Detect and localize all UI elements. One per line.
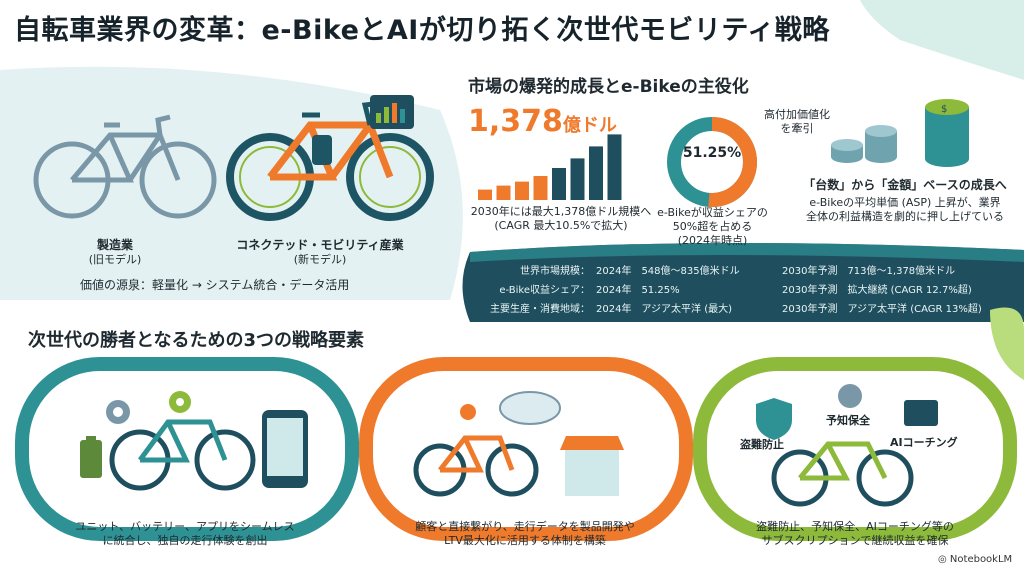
row-label: e-Bike収益シェア： [499,284,590,296]
growth-bar [607,134,622,200]
row-2030: 2030年予測 713億〜1,378億米ドル [782,265,956,277]
bar-caption: 2030年には最大1,378億ドル規模へ (CAGR 最大10.5%で拡大) [466,205,656,233]
asp-caption-line-1: e-Bikeの平均単価 (ASP) 上昇が、業界 [809,196,1001,209]
bike-illustrations [33,95,434,221]
strategy-caption-2: 顧客と直接繋がり、走行データを製品開発や LTV最大化に活用する体制を構築 [380,520,670,548]
ebike-icon [771,441,914,507]
phone-icon [262,410,308,488]
asp-caption: e-Bikeの平均単価 (ASP) 上昇が、業界 全体の利益構造を劇的に押し上げ… [790,196,1020,224]
new-model-label: コネクテッド・モビリティ産業 [236,238,404,252]
growth-bar [515,181,529,200]
growth-bar [496,185,511,200]
growth-bar [589,146,603,200]
store-icon [560,436,624,496]
row-label: 主要生産・消費地域： [490,303,590,315]
gear-icon [106,400,130,424]
row-2024: 2024年 アジア太平洋 (最大) [596,303,733,315]
label-maintenance: 予知保全 [826,414,870,427]
label-coaching: AIコーチング [890,436,958,449]
strategy-frame-1 [15,357,359,541]
old-bike-icon [33,114,217,219]
donut-caption-line-1: e-Bikeが収益シェアの [657,206,768,219]
table-row: 世界市場規模： 2024年 548億〜835億米ドル 2030年予測 713億〜… [478,260,1018,278]
row-2030: 2030年予測 拡大継続 (CAGR 12.7%超) [782,284,972,296]
brain-icon [838,384,862,408]
row-label: 世界市場規模： [520,265,590,277]
strategy-caption-3: 盗難防止、予知保全、AIコーチング等の サブスクリプションで継続収益を確保 [710,520,1000,548]
donut-ebike-share [667,117,757,207]
strategy-frame-3 [693,357,1017,541]
stats-table-top-band [470,242,1024,262]
cloud-icon [499,391,561,425]
shield-icon [756,398,792,440]
strategy-caption-1: ユニット、バッテリー、アプリをシームレス に統合し、独自の走行体験を創出 [40,520,330,548]
brand-mark: ◎ NotebookLM [938,554,1012,565]
table-row: 主要生産・消費地域： 2024年 アジア太平洋 (最大) 2030年予測 アジア… [478,298,1018,316]
row-2030: 2030年予測 アジア太平洋 (CAGR 13%超) [782,303,982,315]
donut-note: 高付加価値化 を牽引 [752,108,842,136]
share-donut [667,117,757,207]
old-model-label: 製造業 [96,238,133,252]
growth-bar [570,158,585,200]
corner-blob [860,0,1024,80]
ebike-icon [109,419,256,491]
caption-line: 顧客と直接繋がり、走行データを製品開発や [415,520,635,533]
gear-icon [169,391,191,413]
coin-stacks: $ [831,99,969,167]
market-size-unit: 億ドル [562,115,617,136]
cyclist-icon [413,404,539,497]
dashboard-icon [370,95,414,129]
new-model-sub: (新モデル) [293,253,347,266]
coin-stack-medium-icon [865,125,897,163]
stats-table-bg [462,242,1024,322]
ebike-icon [226,100,434,221]
row-2024: 2024年 548億〜835億米ドル [596,265,740,277]
growth-bar [533,176,548,200]
caption-line: に統合し、独自の走行体験を創出 [102,534,268,547]
donut-caption: e-Bikeが収益シェアの 50%超を占める (2024年時点) [645,206,780,248]
battery-icon [80,436,102,478]
row-2024: 2024年 51.25% [596,284,680,296]
coin-stack-large-icon: $ [925,99,969,167]
donut-note-line-2: を牽引 [780,122,814,135]
growth-bar [552,168,566,200]
monitor-icon [904,400,938,426]
caption-line: 盗難防止、予知保全、AIコーチング等の [756,520,954,533]
strategy-frame-2 [359,357,693,541]
growth-bar-chart [478,134,622,200]
market-size-value: 1,378億ドル [468,104,617,139]
svg-text:$: $ [941,104,947,115]
strategy-heading: 次世代の勝者となるための3つの戦略要素 [28,330,364,351]
brand-name: NotebookLM [949,554,1013,565]
asp-title: 「台数」から「金額」ベースの成長へ [803,178,1007,192]
label-theft: 盗難防止 [740,438,784,451]
brand-icon: ◎ [938,554,947,565]
bar-caption-line-2: (CAGR 最大10.5%で拡大) [494,219,628,232]
old-model-sub: (旧モデル) [88,253,142,266]
bar-caption-line-1: 2030年には最大1,378億ドル規模へ [470,205,652,218]
market-size-number: 1,378 [468,104,563,139]
caption-line: ユニット、バッテリー、アプリをシームレス [75,520,295,533]
table-row: e-Bike収益シェア： 2024年 51.25% 2030年予測 拡大継続 (… [478,279,1018,297]
right-blob [990,307,1024,380]
donut-caption-line-2: 50%超を占める [672,220,753,233]
growth-bar [478,189,492,200]
donut-note-line-1: 高付加価値化 [764,108,830,121]
value-source: 価値の源泉：軽量化 → システム統合・データ活用 [80,278,350,292]
coin-stack-small-icon [831,139,863,163]
caption-line: LTV最大化に活用する体制を構築 [444,534,606,547]
page-title: 自転車業界の変革：e-BikeとAIが切り拓く次世代モビリティ戦略 [14,15,830,46]
caption-line: サブスクリプションで継続収益を確保 [761,534,949,547]
donut-caption-line-3: (2024年時点) [677,234,748,247]
asp-caption-line-2: 全体の利益構造を劇的に押し上げている [806,210,1004,223]
strategy-frames [15,357,1017,541]
market-heading: 市場の爆発的成長とe-Bikeの主役化 [468,77,749,97]
donut-value: 51.25% [682,145,742,161]
